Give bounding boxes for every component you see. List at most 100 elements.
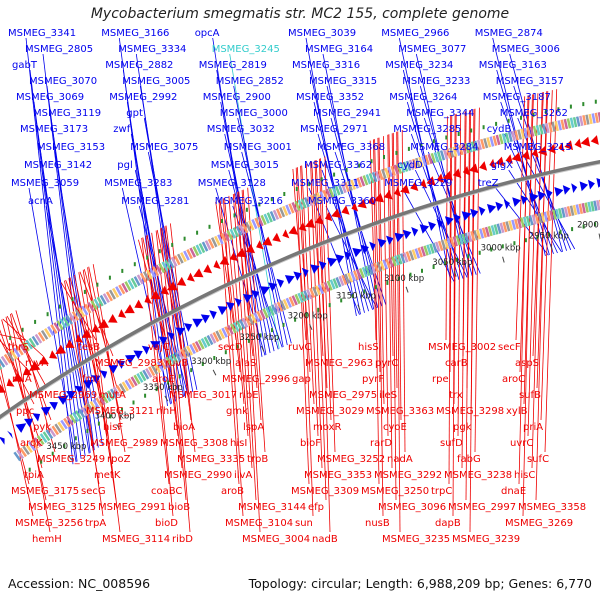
forward-rna-mark [455, 257, 458, 262]
reverse-rna-mark [457, 132, 460, 136]
reverse-gene-label: trx [449, 390, 463, 401]
reverse-gene-label: sufB [519, 390, 541, 401]
forward-cog-stripe [358, 267, 365, 279]
reverse-cog-stripe [68, 312, 77, 323]
forward-rna-mark [178, 374, 181, 379]
reverse-gene-label: MSMEG_3309 [291, 486, 359, 497]
forward-cog-stripe [470, 230, 476, 242]
reverse-cog-stripe [257, 216, 264, 227]
reverse-gene-arrow [341, 205, 350, 215]
forward-gene-label: MSMEG_3362 [304, 160, 372, 171]
reverse-rna-mark [395, 150, 398, 155]
reverse-gene-arrow [574, 138, 582, 149]
forward-cog-stripe [443, 238, 450, 250]
reverse-gene-arrow [144, 294, 152, 304]
reverse-cog-stripe [25, 339, 33, 350]
reverse-gene-arrow [219, 255, 230, 265]
reverse-leader-line [305, 163, 319, 437]
reverse-cog-stripe [334, 185, 341, 196]
forward-gene-arrow [360, 244, 369, 255]
reverse-cog-stripe [112, 287, 120, 298]
reverse-cog-stripe [412, 158, 418, 169]
reverse-rna-mark [358, 163, 361, 168]
forward-gene-label: MSMEG_2992 [109, 92, 177, 103]
reverse-gene-label: aroK [20, 438, 43, 449]
reverse-cog-stripe [282, 205, 289, 216]
reverse-cog-stripe [449, 147, 455, 158]
reverse-cog-stripe [378, 169, 384, 181]
reverse-gene-label: MSMEG_3252 [317, 454, 385, 465]
reverse-cog-stripe [149, 267, 157, 278]
forward-rna-mark [582, 224, 585, 229]
forward-gene-label: MSMEG_3284 [410, 142, 478, 153]
reverse-cog-stripe [78, 307, 86, 318]
forward-rna-mark [121, 407, 123, 412]
reverse-cog-stripe [396, 163, 403, 174]
reverse-cog-stripe [90, 300, 98, 311]
forward-cog-stripe [194, 341, 202, 352]
reverse-cog-stripe [108, 289, 116, 300]
reverse-leader-line [60, 282, 97, 341]
forward-cog-stripe [499, 222, 505, 234]
axis-tick [164, 395, 169, 402]
reverse-gene-label: efp [308, 502, 324, 513]
reverse-gene-label: secF [498, 342, 521, 353]
reverse-cog-stripe [532, 125, 538, 137]
forward-cog-stripe [449, 237, 455, 248]
forward-gene-arrow [529, 193, 539, 203]
forward-cog-stripe [455, 235, 461, 246]
reverse-gene-arrow [357, 199, 367, 209]
forward-gene-label: MSMEG_3059 [11, 178, 79, 189]
reverse-cog-stripe [56, 320, 64, 331]
reverse-gene-label: carB [445, 358, 468, 369]
reverse-cog-stripe [84, 303, 92, 314]
reverse-rna-mark [83, 289, 86, 294]
reverse-leader-line [164, 226, 191, 533]
forward-gene-arrow [284, 275, 295, 285]
reverse-gene-arrow [469, 163, 479, 174]
forward-gene-arrow [276, 278, 284, 288]
forward-cog-stripe [42, 431, 51, 442]
reverse-cog-stripe [22, 341, 30, 352]
reverse-gene-label: secD [218, 342, 243, 353]
forward-cog-stripe [13, 451, 22, 462]
forward-cog-stripe [92, 399, 100, 409]
forward-gene-label: MSMEG_2882 [105, 60, 173, 71]
forward-gene-arrow [394, 232, 405, 243]
forward-gene-label: MSMEG_3245 [212, 44, 280, 55]
forward-gene-arrow [537, 190, 546, 201]
reverse-gene-arrow [511, 152, 522, 162]
reverse-gene-arrow [288, 225, 298, 235]
forward-cog-stripe [367, 264, 374, 275]
reverse-cog-stripe [186, 249, 193, 260]
reverse-gene-label: tpiA [24, 470, 44, 481]
forward-gene-label: MSMEG_3142 [24, 160, 92, 171]
forward-cog-stripe [426, 244, 432, 255]
forward-gene-label: opcA [195, 28, 220, 39]
reverse-cog-stripe [421, 155, 427, 167]
forward-gene-label: MSMEG_3070 [29, 76, 97, 87]
reverse-rna-mark [96, 282, 99, 287]
reverse-cog-stripe [319, 191, 326, 202]
forward-leader-line [25, 37, 74, 465]
forward-cog-stripe [165, 356, 173, 367]
reverse-gene-label: fmt [82, 374, 99, 385]
reverse-gene-label: aroE [152, 374, 174, 385]
forward-gene-arrow [293, 271, 302, 281]
forward-gene-arrow [24, 418, 34, 428]
reverse-cog-stripe [47, 326, 55, 336]
reverse-gene-label: secG [81, 486, 106, 497]
reverse-cog-stripe [102, 293, 110, 304]
reverse-rna-mark [196, 230, 199, 235]
forward-gene-arrow [335, 254, 345, 264]
forward-cog-stripe [408, 250, 415, 261]
reverse-cog-stripe [523, 127, 529, 139]
reverse-gene-label: ppc [16, 406, 34, 417]
forward-cog-stripe [142, 369, 150, 380]
forward-gene-label: MSMEG_3334 [118, 44, 186, 55]
forward-gene-arrow [478, 206, 486, 216]
forward-cog-stripe [435, 241, 441, 252]
forward-leader-line [143, 117, 194, 392]
forward-cog-stripe [200, 338, 208, 349]
forward-cog-stripe [414, 248, 421, 259]
